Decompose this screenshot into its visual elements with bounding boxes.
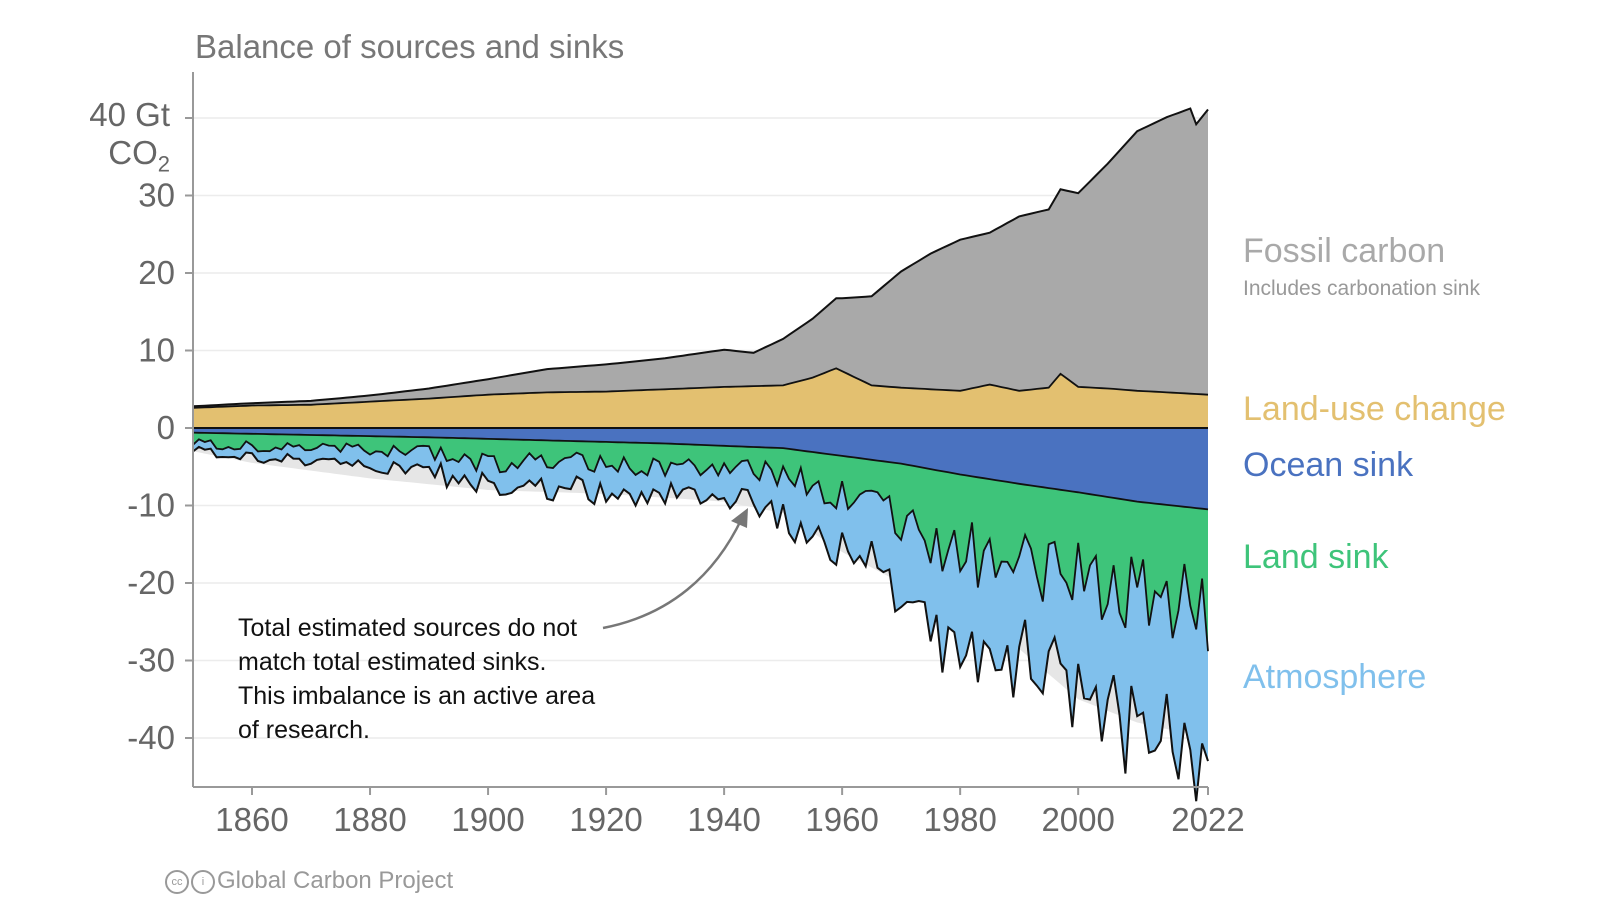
line-ocean-bottom [192, 431, 1209, 511]
legend-ocean-sink: Ocean sink [1243, 446, 1414, 484]
axes [192, 72, 1208, 788]
x-tick-label-2022: 2022 [1171, 801, 1244, 838]
y-tick-label-30: 30 [138, 177, 175, 214]
legend-land-use-change: Land-use change [1243, 390, 1506, 428]
line-land-use-top [192, 367, 1209, 409]
y-unit-subscript: 2 [157, 151, 170, 177]
x-tick-label-2000: 2000 [1041, 801, 1114, 838]
imbalance-annotation: Total estimated sources do not match tot… [238, 614, 596, 744]
y-tick-label-10: 10 [138, 332, 175, 369]
x-tick-label-1980: 1980 [923, 801, 996, 838]
y-tick-label-0: 0 [157, 409, 175, 446]
y-tick-label-20: 20 [138, 254, 175, 291]
legend-land-sink: Land sink [1243, 538, 1389, 576]
annotation-arrow [602, 508, 748, 630]
legend-fossil-carbon: Fossil carbon [1243, 232, 1446, 270]
x-tick-label-1960: 1960 [805, 801, 878, 838]
attribution-icon: i [191, 869, 215, 894]
y-unit-line-1: 40 Gt [89, 96, 170, 133]
y-tick-label--40: -40 [127, 719, 175, 756]
y-axis-ticks: 30 20 10 0 -10 -20 -30 -40 [127, 117, 193, 756]
area-fossil-carbon [193, 108, 1208, 408]
legend-fossil-carbon-subtitle: Includes carbonation sink [1243, 277, 1480, 300]
line-fossil-top [192, 107, 1209, 408]
area-layers [192, 107, 1209, 802]
line-land-bottom [192, 438, 1209, 652]
legend-atmosphere: Atmosphere [1243, 658, 1427, 696]
y-axis-unit-label: 40 Gt CO2 [89, 96, 170, 184]
area-land-use-change [193, 368, 1208, 428]
line-atmosphere-bottom [192, 445, 1209, 802]
y-unit-co: CO [108, 134, 158, 171]
x-tick-label-1920: 1920 [569, 801, 642, 838]
area-land-sink [193, 432, 1208, 652]
cc-icon: cc [165, 869, 189, 894]
credit: cc i Global Carbon Project [165, 867, 453, 895]
area-ocean-sink [193, 428, 1208, 510]
annotation-arrow-head [731, 508, 748, 528]
chart-title: Balance of sources and sinks [195, 28, 625, 65]
y-tick-label--20: -20 [127, 564, 175, 601]
y-tick-label--10: -10 [127, 487, 175, 524]
y-tick-label--30: -30 [127, 642, 175, 679]
x-tick-label-1880: 1880 [333, 801, 406, 838]
x-tick-label-1860: 1860 [215, 801, 288, 838]
x-axis-ticks: 1860 1880 1900 1920 1940 1960 1980 2000 2022 [215, 787, 1245, 838]
x-tick-label-1940: 1940 [687, 801, 760, 838]
area-atmosphere [193, 439, 1208, 802]
annotation-arrow-path [602, 517, 744, 630]
y-unit-line-2: CO2 [89, 134, 170, 184]
credit-text: Global Carbon Project [217, 867, 454, 894]
x-tick-label-1900: 1900 [451, 801, 524, 838]
